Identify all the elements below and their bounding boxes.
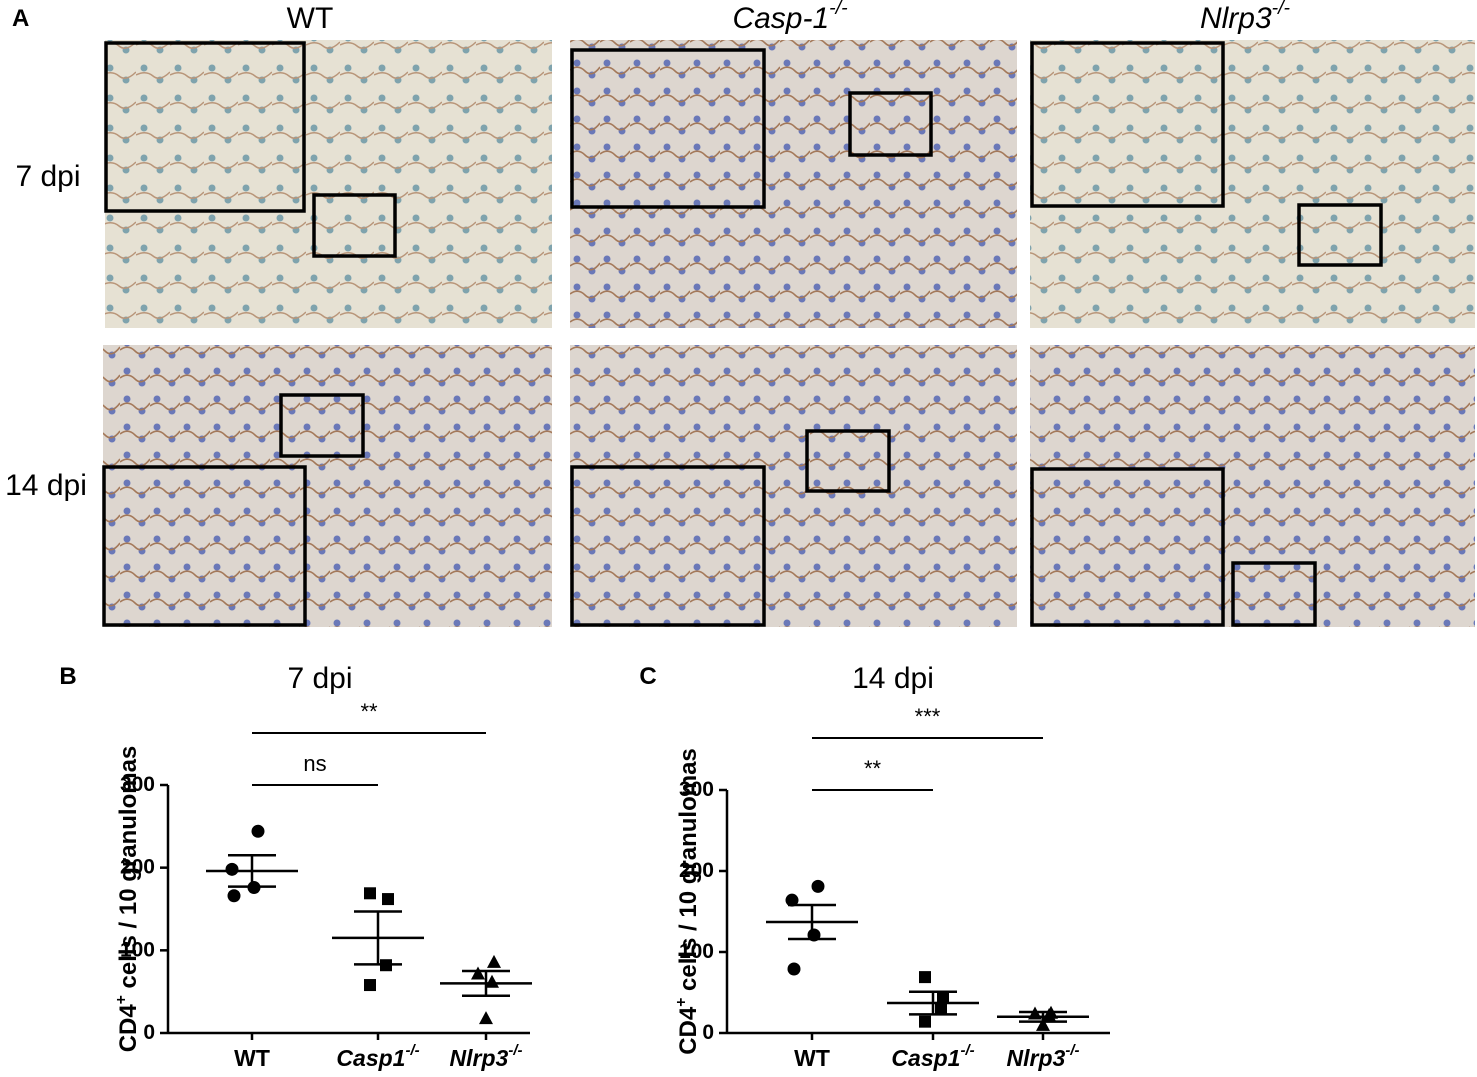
x-tick-label: Nlrp3-/- xyxy=(1007,1042,1080,1071)
error-bar xyxy=(228,854,276,888)
x-tick-label: Nlrp3-/- xyxy=(450,1042,523,1071)
micrograph xyxy=(1030,40,1475,328)
significance-label: ** xyxy=(360,699,378,724)
data-point xyxy=(919,971,931,984)
data-point xyxy=(479,1011,493,1025)
y-tick-label: 0 xyxy=(143,1021,155,1044)
column-header: WT xyxy=(287,2,334,35)
data-point xyxy=(225,862,239,876)
x-tick-label: Casp1-/- xyxy=(336,1042,419,1071)
y-axis-label: CD4+ cells / 10 granulomas xyxy=(113,746,143,1053)
data-point xyxy=(1036,1017,1050,1031)
y-tick-label: 0 xyxy=(702,1021,714,1044)
chart-title: 14 dpi xyxy=(852,662,934,695)
significance-label: ns xyxy=(303,751,326,776)
chart-title: 7 dpi xyxy=(287,662,352,695)
panel-label: A xyxy=(12,5,29,32)
significance-label: *** xyxy=(915,704,941,729)
inset-box xyxy=(1297,203,1383,267)
x-tick-label: Casp1-/- xyxy=(891,1042,974,1071)
data-point xyxy=(382,893,394,906)
data-point xyxy=(937,990,949,1003)
micrograph xyxy=(105,40,552,328)
error-bar xyxy=(909,990,957,1016)
inset-box xyxy=(805,429,891,493)
micrograph xyxy=(570,40,1017,328)
data-point xyxy=(487,954,501,968)
inset-box xyxy=(102,465,307,627)
column-header: Casp-1-/- xyxy=(732,0,848,35)
data-point xyxy=(227,889,241,903)
error-bar xyxy=(1019,1010,1067,1023)
x-tick-label: WT xyxy=(234,1045,270,1071)
row-label: 14 dpi xyxy=(5,469,87,502)
y-tick-label: 100 xyxy=(679,940,714,963)
inset-box xyxy=(570,48,766,209)
micrograph xyxy=(1030,345,1475,627)
data-point xyxy=(471,966,485,980)
inset-box xyxy=(570,465,766,627)
panel-label: C xyxy=(639,663,656,690)
y-tick-label: 200 xyxy=(679,859,714,882)
micrograph xyxy=(570,345,1017,627)
y-tick-label: 200 xyxy=(120,855,155,878)
y-tick-label: 300 xyxy=(120,773,155,796)
data-point xyxy=(935,1001,947,1014)
data-point xyxy=(787,962,801,976)
error-bar xyxy=(462,969,510,998)
error-bar xyxy=(788,903,836,941)
inset-box xyxy=(1231,561,1317,627)
panel-label: B xyxy=(59,663,76,690)
inset-box xyxy=(279,393,365,458)
inset-box xyxy=(104,41,306,213)
inset-box xyxy=(1030,467,1225,627)
inset-box xyxy=(848,91,933,157)
data-point xyxy=(251,824,265,838)
inset-box xyxy=(1030,41,1225,208)
data-point xyxy=(919,1015,931,1028)
data-point xyxy=(364,887,376,900)
x-tick-label: WT xyxy=(794,1045,830,1071)
micrographs xyxy=(102,40,1475,627)
y-tick-label: 100 xyxy=(120,938,155,961)
y-axis-label: CD4+ cells / 10 granulomas xyxy=(673,748,703,1055)
data-point xyxy=(364,979,376,992)
row-label: 7 dpi xyxy=(15,160,80,193)
y-tick-label: 300 xyxy=(679,778,714,801)
data-point xyxy=(785,893,799,907)
significance-label: ** xyxy=(864,756,882,781)
inset-box xyxy=(312,193,397,258)
data-point xyxy=(811,879,825,893)
micrograph xyxy=(103,345,552,627)
error-bar xyxy=(354,910,402,966)
column-header: Nlrp3-/- xyxy=(1200,0,1291,35)
